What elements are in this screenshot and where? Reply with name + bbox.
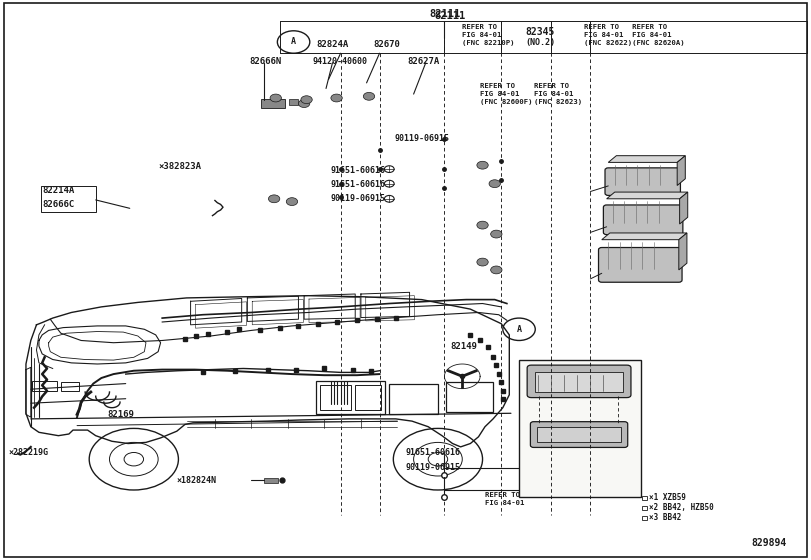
Circle shape: [489, 180, 500, 188]
Bar: [642, 516, 647, 520]
Bar: [320, 385, 351, 410]
Bar: [61, 382, 79, 391]
Polygon shape: [680, 192, 688, 224]
Polygon shape: [608, 156, 685, 162]
Circle shape: [477, 221, 488, 229]
Text: 94120-40600: 94120-40600: [312, 57, 367, 66]
Circle shape: [270, 94, 281, 102]
Text: ×2 BB42, HZB50: ×2 BB42, HZB50: [649, 503, 714, 512]
Text: 91651-60616: 91651-60616: [331, 166, 386, 175]
Text: 82666C: 82666C: [42, 200, 75, 209]
Circle shape: [363, 92, 375, 100]
Bar: [355, 385, 381, 410]
Text: 90119-06915: 90119-06915: [394, 134, 449, 143]
Bar: [535, 372, 623, 392]
Bar: [519, 360, 641, 497]
Bar: [389, 384, 438, 414]
Circle shape: [286, 198, 298, 206]
Circle shape: [477, 258, 488, 266]
Text: A: A: [291, 38, 296, 46]
Text: 829894: 829894: [752, 538, 787, 548]
Polygon shape: [602, 233, 687, 240]
Polygon shape: [679, 233, 687, 270]
Circle shape: [491, 230, 502, 238]
FancyBboxPatch shape: [599, 248, 682, 282]
Bar: [446, 382, 493, 412]
Text: REFER TO
FIG 84-01
(FNC 82210P): REFER TO FIG 84-01 (FNC 82210P): [462, 24, 515, 45]
Bar: [289, 99, 298, 105]
Text: 82214A: 82214A: [42, 186, 75, 195]
Text: 90119-06915: 90119-06915: [331, 194, 386, 203]
Text: ×3 BB42: ×3 BB42: [649, 513, 681, 522]
Text: ×1 XZB59: ×1 XZB59: [649, 493, 686, 502]
FancyBboxPatch shape: [530, 422, 628, 447]
Bar: [642, 506, 647, 510]
Text: 82824A: 82824A: [316, 40, 349, 49]
Text: ×282219G: ×282219G: [8, 448, 48, 457]
FancyBboxPatch shape: [527, 365, 631, 398]
Text: (NO.2): (NO.2): [526, 38, 556, 47]
Circle shape: [268, 195, 280, 203]
Text: 82627A: 82627A: [407, 57, 440, 66]
Text: 82666N: 82666N: [250, 57, 282, 66]
Text: 82169: 82169: [107, 410, 134, 419]
Text: 82670: 82670: [373, 40, 400, 49]
Text: ×182824N: ×182824N: [177, 476, 217, 485]
Text: REFER TO
FIG 84-01
(FNC 82623): REFER TO FIG 84-01 (FNC 82623): [534, 83, 581, 105]
Text: 82149: 82149: [450, 342, 477, 351]
Bar: [316, 381, 385, 414]
Bar: [537, 427, 621, 442]
Text: REFER TO
FIG 84-01: REFER TO FIG 84-01: [485, 492, 525, 506]
Text: REFER TO
FIG 84-01
(FNC 82600F): REFER TO FIG 84-01 (FNC 82600F): [480, 83, 533, 105]
Text: 82345: 82345: [526, 27, 555, 38]
Bar: [32, 381, 57, 391]
Circle shape: [477, 161, 488, 169]
Circle shape: [298, 100, 310, 108]
Text: 91651-60616: 91651-60616: [331, 180, 386, 189]
Text: ×382823A: ×382823A: [158, 162, 201, 171]
Text: 91651-60616: 91651-60616: [406, 448, 461, 457]
Polygon shape: [677, 156, 685, 185]
Text: A: A: [517, 325, 521, 334]
Polygon shape: [607, 192, 688, 199]
Text: REFER TO   REFER TO
FIG 84-01  FIG 84-01
(FNC 82622)(FNC 82620A): REFER TO REFER TO FIG 84-01 FIG 84-01 (F…: [584, 24, 684, 45]
FancyBboxPatch shape: [603, 205, 683, 235]
Circle shape: [331, 94, 342, 102]
Text: 82111: 82111: [430, 9, 461, 19]
Bar: [261, 99, 285, 108]
Bar: [264, 478, 278, 483]
Circle shape: [301, 96, 312, 104]
Circle shape: [491, 266, 502, 274]
Bar: [642, 496, 647, 500]
FancyBboxPatch shape: [605, 168, 680, 195]
Bar: [41, 186, 96, 212]
Text: 90119-06915: 90119-06915: [406, 463, 461, 472]
Text: 82111: 82111: [434, 11, 466, 21]
